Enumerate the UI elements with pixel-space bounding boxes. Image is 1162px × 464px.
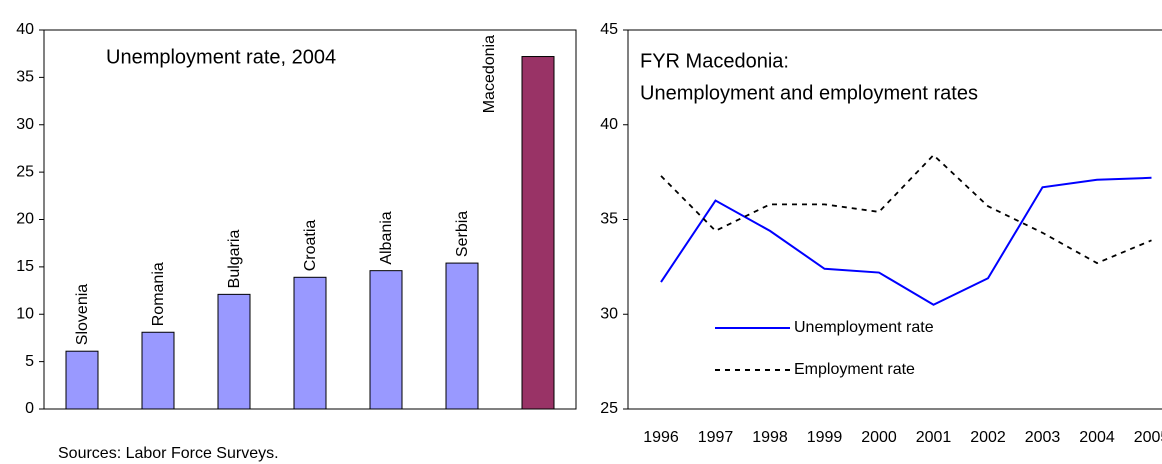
category-label: Slovenia [74, 284, 91, 345]
bar [217, 293, 251, 410]
chart-title: Unemployment rate, 2004 [106, 46, 336, 68]
bar [521, 56, 555, 410]
y-tick-label: 0 [25, 400, 34, 417]
y-tick-label: 5 [25, 353, 34, 370]
y-tick-label: 35 [16, 69, 34, 86]
plot-frame [43, 29, 577, 410]
bar [445, 262, 479, 410]
chart-title: FYR Macedonia: [640, 50, 789, 72]
x-tick-label: 1998 [752, 429, 788, 446]
y-tick-label: 45 [600, 21, 618, 38]
y-tick-label: 25 [600, 400, 618, 417]
x-tick-label: 1997 [698, 429, 734, 446]
x-tick-label: 2002 [970, 429, 1006, 446]
y-tick-label: 30 [600, 305, 618, 322]
x-tick-label: 1996 [643, 429, 679, 446]
bar [369, 270, 403, 410]
legend-label: Employment rate [794, 361, 915, 378]
x-tick-label: 2001 [916, 429, 952, 446]
x-tick-label: 2004 [1079, 429, 1115, 446]
bar [65, 350, 99, 410]
x-tick-label: 2005 [1134, 429, 1162, 446]
bar [141, 331, 175, 410]
x-tick-label: 2000 [861, 429, 897, 446]
category-label: Serbia [454, 211, 471, 257]
bar [293, 276, 327, 410]
x-tick-label: 1999 [807, 429, 843, 446]
series-line [660, 153, 1152, 265]
category-label: Bulgaria [226, 230, 243, 289]
category-label: Albania [378, 211, 395, 264]
category-label: Romania [150, 262, 167, 326]
legend-label: Unemployment rate [794, 319, 934, 336]
series-line [660, 176, 1152, 306]
x-tick-label: 2003 [1025, 429, 1061, 446]
y-tick-label: 35 [600, 211, 618, 228]
y-tick-label: 40 [16, 21, 34, 38]
y-tick-label: 30 [16, 116, 34, 133]
category-label: Macedonia [481, 35, 498, 113]
category-label: Croatia [302, 220, 319, 272]
y-tick-label: 10 [16, 305, 34, 322]
y-tick-label: 25 [16, 163, 34, 180]
y-tick-label: 20 [16, 211, 34, 228]
chart-subtitle: Unemployment and employment rates [640, 82, 978, 104]
plot-frame [627, 29, 1162, 410]
y-tick-label: 15 [16, 258, 34, 275]
source-note: Sources: Labor Force Surveys. [58, 445, 279, 462]
y-tick-label: 40 [600, 116, 618, 133]
